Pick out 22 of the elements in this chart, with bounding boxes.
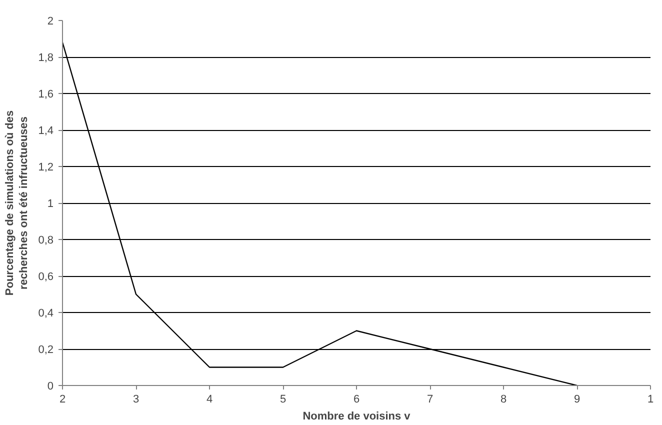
x-tick-label: 8 [500, 394, 507, 406]
y-tick-label: 0,4 [38, 308, 54, 320]
x-tick-label: 7 [426, 394, 434, 406]
y-tick-label: 1 [47, 198, 54, 210]
y-tick-label: 0,8 [38, 234, 54, 246]
y-tick-label: 0 [47, 380, 54, 392]
y-tick-label: 2 [47, 16, 54, 28]
x-tick-label: 4 [206, 394, 213, 406]
y-tick-label: 1,6 [38, 88, 54, 100]
x-tick-label: 2 [59, 394, 66, 406]
x-tick-label: 3 [132, 394, 140, 406]
x-axis-title: Nombre de voisins v [302, 410, 412, 422]
y-tick-label: 1,2 [38, 162, 54, 174]
y-tick-label: 0,2 [38, 344, 54, 356]
y-axis-title: Pourcentage de simulations où des recherches ont été infructueuses [4, 110, 30, 296]
y-tick-label: 1,4 [38, 125, 54, 137]
x-tick-label: 9 [574, 394, 580, 406]
x-tick-label: 5 [280, 394, 286, 406]
x-tick-label: 6 [353, 394, 360, 406]
x-tick-label: 1 [647, 394, 654, 406]
y-tick-label: 1,8 [38, 52, 54, 64]
y-tick-label: 0,6 [38, 271, 54, 283]
